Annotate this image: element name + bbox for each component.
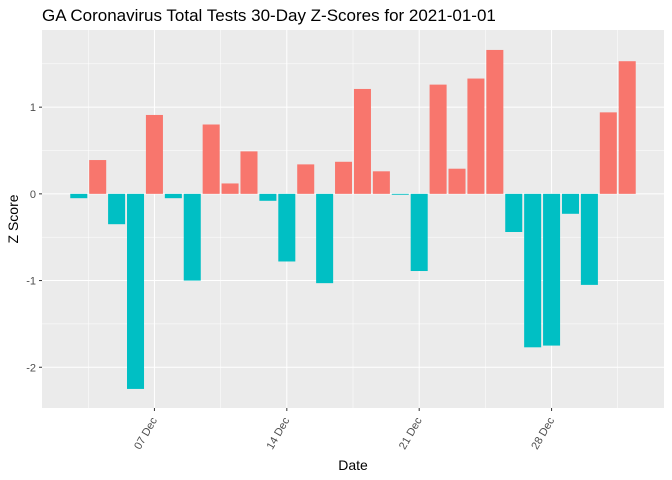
bar: [221, 183, 239, 194]
x-tick-label: 21 Dec: [397, 415, 425, 452]
bar: [108, 193, 126, 225]
bar: [524, 193, 542, 348]
bar: [70, 193, 88, 199]
bar: [202, 124, 220, 194]
bar: [164, 193, 182, 199]
bar: [410, 193, 428, 272]
y-tick-label: -2: [26, 362, 36, 374]
bar: [486, 49, 504, 194]
y-tick-label: 1: [30, 102, 36, 114]
bar: [467, 78, 485, 194]
bar: [89, 160, 107, 194]
x-axis-title: Date: [338, 457, 368, 473]
x-tick-label: 07 Dec: [132, 415, 160, 452]
bar: [316, 193, 334, 284]
bar: [372, 171, 390, 194]
bar: [145, 114, 163, 194]
x-tick-label: 28 Dec: [529, 415, 557, 452]
bar: [183, 193, 201, 281]
bar: [278, 193, 296, 262]
bar: [391, 193, 409, 195]
bar: [335, 161, 353, 194]
y-tick-label: -1: [26, 276, 36, 288]
bar: [429, 84, 447, 194]
bar: [353, 88, 371, 194]
bar: [505, 193, 523, 233]
bar: [448, 168, 466, 194]
bars: [70, 49, 636, 389]
y-tick-label: 0: [30, 189, 36, 201]
bar: [599, 112, 617, 194]
bar: [297, 164, 315, 194]
chart-title: GA Coronavirus Total Tests 30-Day Z-Scor…: [42, 6, 496, 25]
bar: [259, 193, 277, 201]
x-tick-label: 14 Dec: [265, 415, 293, 452]
bar: [127, 193, 145, 389]
bar: [543, 193, 561, 346]
bar: [561, 193, 579, 214]
bar: [618, 61, 636, 194]
bar: [240, 151, 258, 194]
bar: [580, 193, 598, 285]
y-axis-title: Z Score: [5, 194, 21, 243]
